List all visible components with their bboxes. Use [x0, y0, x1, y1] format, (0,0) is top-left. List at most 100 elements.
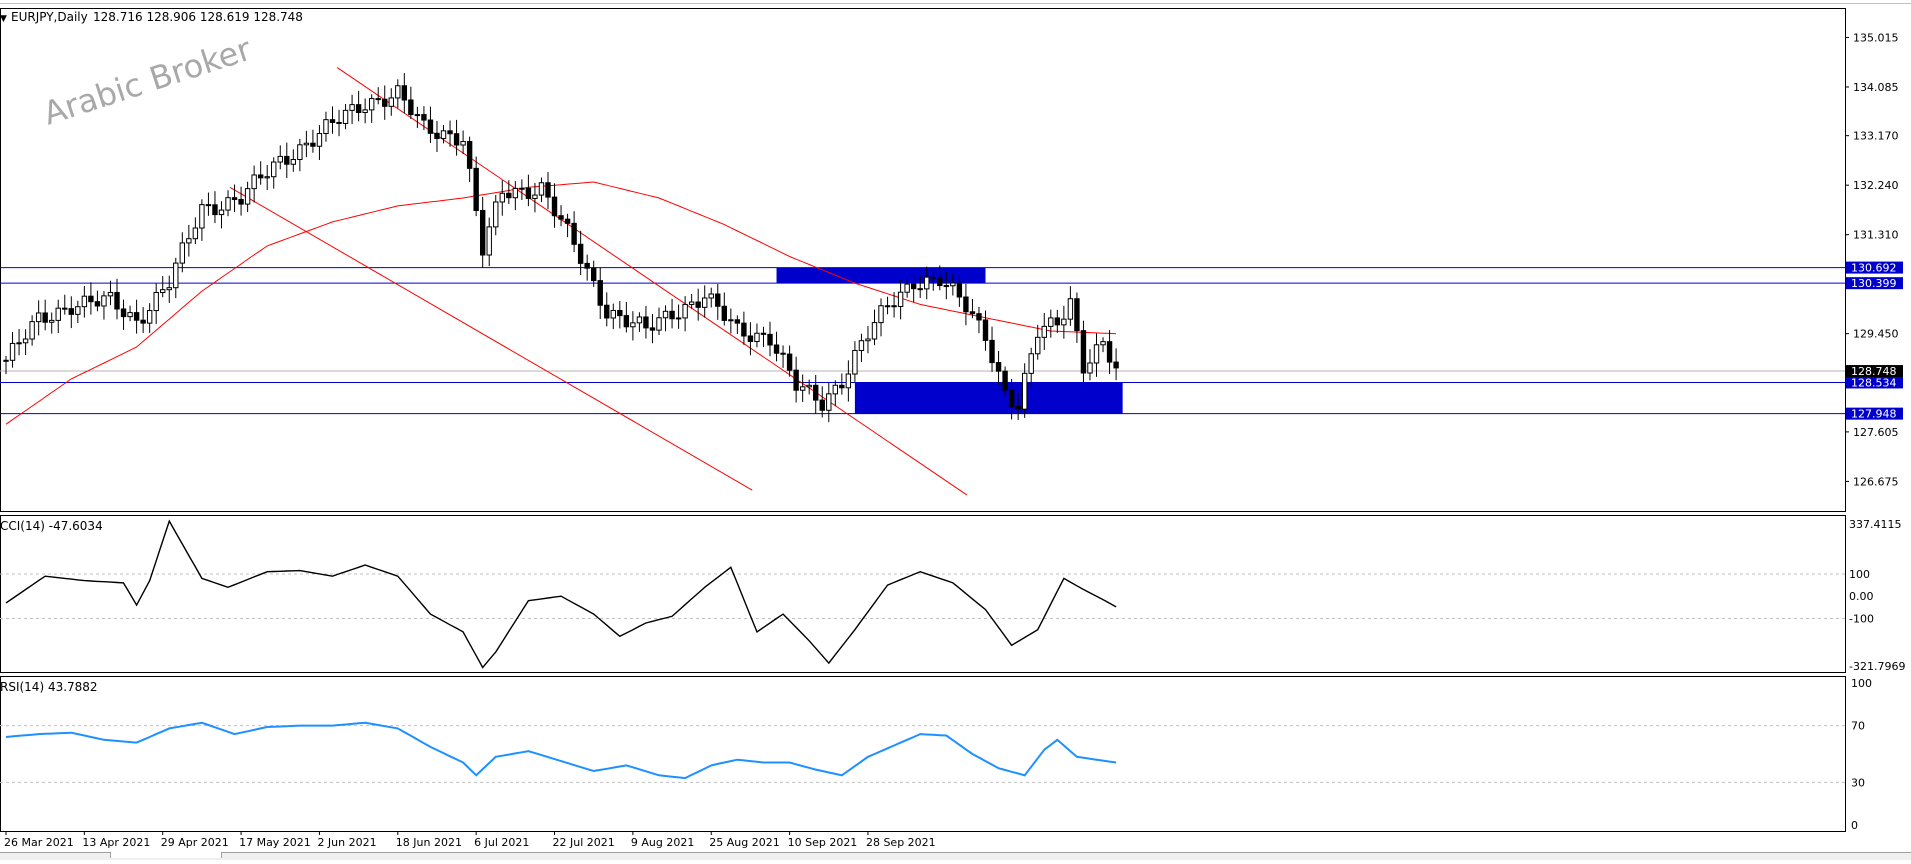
- time-tick-label: 28 Sep 2021: [866, 836, 936, 849]
- candle-bear: [401, 85, 408, 101]
- candle-bear: [623, 315, 630, 328]
- moving-average-layer: [5, 181, 1117, 425]
- candle-bear: [120, 308, 127, 318]
- candle-bull: [3, 359, 9, 362]
- candle-bull: [904, 283, 910, 293]
- candle-bear: [88, 295, 94, 303]
- candle-bear: [969, 311, 976, 315]
- candle-bull: [826, 393, 832, 411]
- candle-bull: [858, 340, 865, 351]
- candle-bull: [251, 174, 257, 190]
- candle-bull: [688, 301, 695, 305]
- ohlc-readout: 128.716 128.906 128.619 128.748: [93, 10, 303, 24]
- time-tick-label: 18 Jun 2021: [396, 836, 462, 849]
- candle-bull: [107, 291, 114, 297]
- candle-bull: [493, 201, 499, 228]
- candle-bull: [519, 187, 525, 190]
- candle-bull: [101, 295, 107, 307]
- candle-bull: [532, 194, 538, 199]
- candle-bear: [114, 291, 120, 310]
- candle-bull: [290, 159, 297, 165]
- candle-bear: [238, 199, 244, 205]
- candle-bull: [166, 287, 172, 291]
- candle-bull: [1041, 325, 1047, 338]
- trendline[interactable]: [229, 186, 753, 491]
- candle-bull: [1021, 372, 1028, 410]
- candle-bull: [1061, 318, 1067, 326]
- candle-bull: [499, 192, 505, 203]
- candle-bear: [466, 141, 473, 169]
- candle-bear: [917, 288, 923, 291]
- candle-bear: [408, 99, 414, 116]
- candle-bull: [845, 373, 852, 389]
- supply-demand-zone[interactable]: [776, 267, 986, 284]
- candle-bear: [780, 352, 786, 355]
- candle-bull: [153, 292, 159, 312]
- current-price-label: 128.748: [1851, 365, 1897, 378]
- candle-bear: [355, 104, 362, 114]
- candle-bull: [630, 322, 636, 328]
- candle-bear: [767, 333, 773, 346]
- candle-bull: [277, 155, 283, 163]
- candle-bull: [702, 297, 708, 308]
- time-tick-label: 17 May 2021: [239, 836, 311, 849]
- candle-bull: [186, 238, 192, 244]
- candle-bull: [16, 342, 22, 345]
- main-chart-panel[interactable]: [0, 8, 1846, 512]
- candle-bull: [636, 316, 643, 324]
- levels-layer: [0, 267, 1845, 415]
- moving-average-line: [5, 181, 1117, 425]
- candle-bear: [506, 192, 512, 199]
- candle-bear: [819, 399, 825, 411]
- cci-panel[interactable]: [0, 515, 1846, 673]
- chart-title: EURJPY,Daily: [11, 10, 88, 24]
- level-price-label: 130.692: [1851, 262, 1897, 275]
- candle-bull: [1100, 341, 1106, 346]
- candle-bull: [225, 197, 231, 211]
- candle-bull: [264, 176, 270, 179]
- candle-bear: [1054, 317, 1061, 326]
- candle-bear: [42, 312, 48, 323]
- candle-bear: [231, 197, 238, 201]
- candle-bull: [1087, 362, 1093, 374]
- candle-bull: [1035, 336, 1041, 355]
- level-labels-layer: 130.692 130.399 128.534 127.948 128.748: [1846, 261, 1903, 421]
- time-tick-label: 13 Apr 2021: [82, 836, 150, 849]
- candle-bear: [577, 243, 584, 264]
- candle-bear: [910, 283, 917, 290]
- candle-bull: [55, 307, 61, 321]
- candle-bull: [127, 312, 133, 318]
- candle-bear: [545, 182, 551, 198]
- candle-bull: [799, 386, 806, 391]
- level-price-tag: [1846, 407, 1903, 420]
- candle-bull: [897, 291, 904, 307]
- candle-bear: [1080, 330, 1087, 374]
- price-tick-label: 127.605: [1853, 426, 1899, 439]
- candle-bear: [525, 187, 532, 199]
- candle-bear: [68, 308, 74, 315]
- candle-bear: [982, 319, 989, 341]
- menu-triangle-icon[interactable]: ▼: [0, 14, 7, 24]
- level-price-tag: [1846, 277, 1903, 290]
- candle-bear: [930, 276, 936, 279]
- rsi-panel[interactable]: [0, 676, 1846, 832]
- price-tick-label: 126.675: [1853, 475, 1899, 488]
- candle-bear: [427, 119, 434, 134]
- candle-bull: [675, 317, 682, 320]
- supply-demand-zone[interactable]: [854, 382, 1123, 414]
- chart-tab[interactable]: [110, 852, 222, 858]
- candle-bear: [891, 305, 897, 308]
- candle-bull: [192, 227, 199, 240]
- candle-bear: [943, 285, 950, 288]
- level-price-label: 130.399: [1851, 277, 1897, 290]
- cci-line: [5, 519, 1117, 669]
- candle-bear: [558, 215, 564, 220]
- candle-bear: [564, 218, 571, 224]
- candle-bull: [244, 188, 251, 205]
- cci-label: CCI(14) -47.6034: [0, 519, 103, 533]
- level-price-tag: [1846, 261, 1903, 274]
- candle-bear: [447, 130, 453, 135]
- candle-bear: [1113, 361, 1119, 369]
- time-tick-label: 9 Aug 2021: [631, 836, 694, 849]
